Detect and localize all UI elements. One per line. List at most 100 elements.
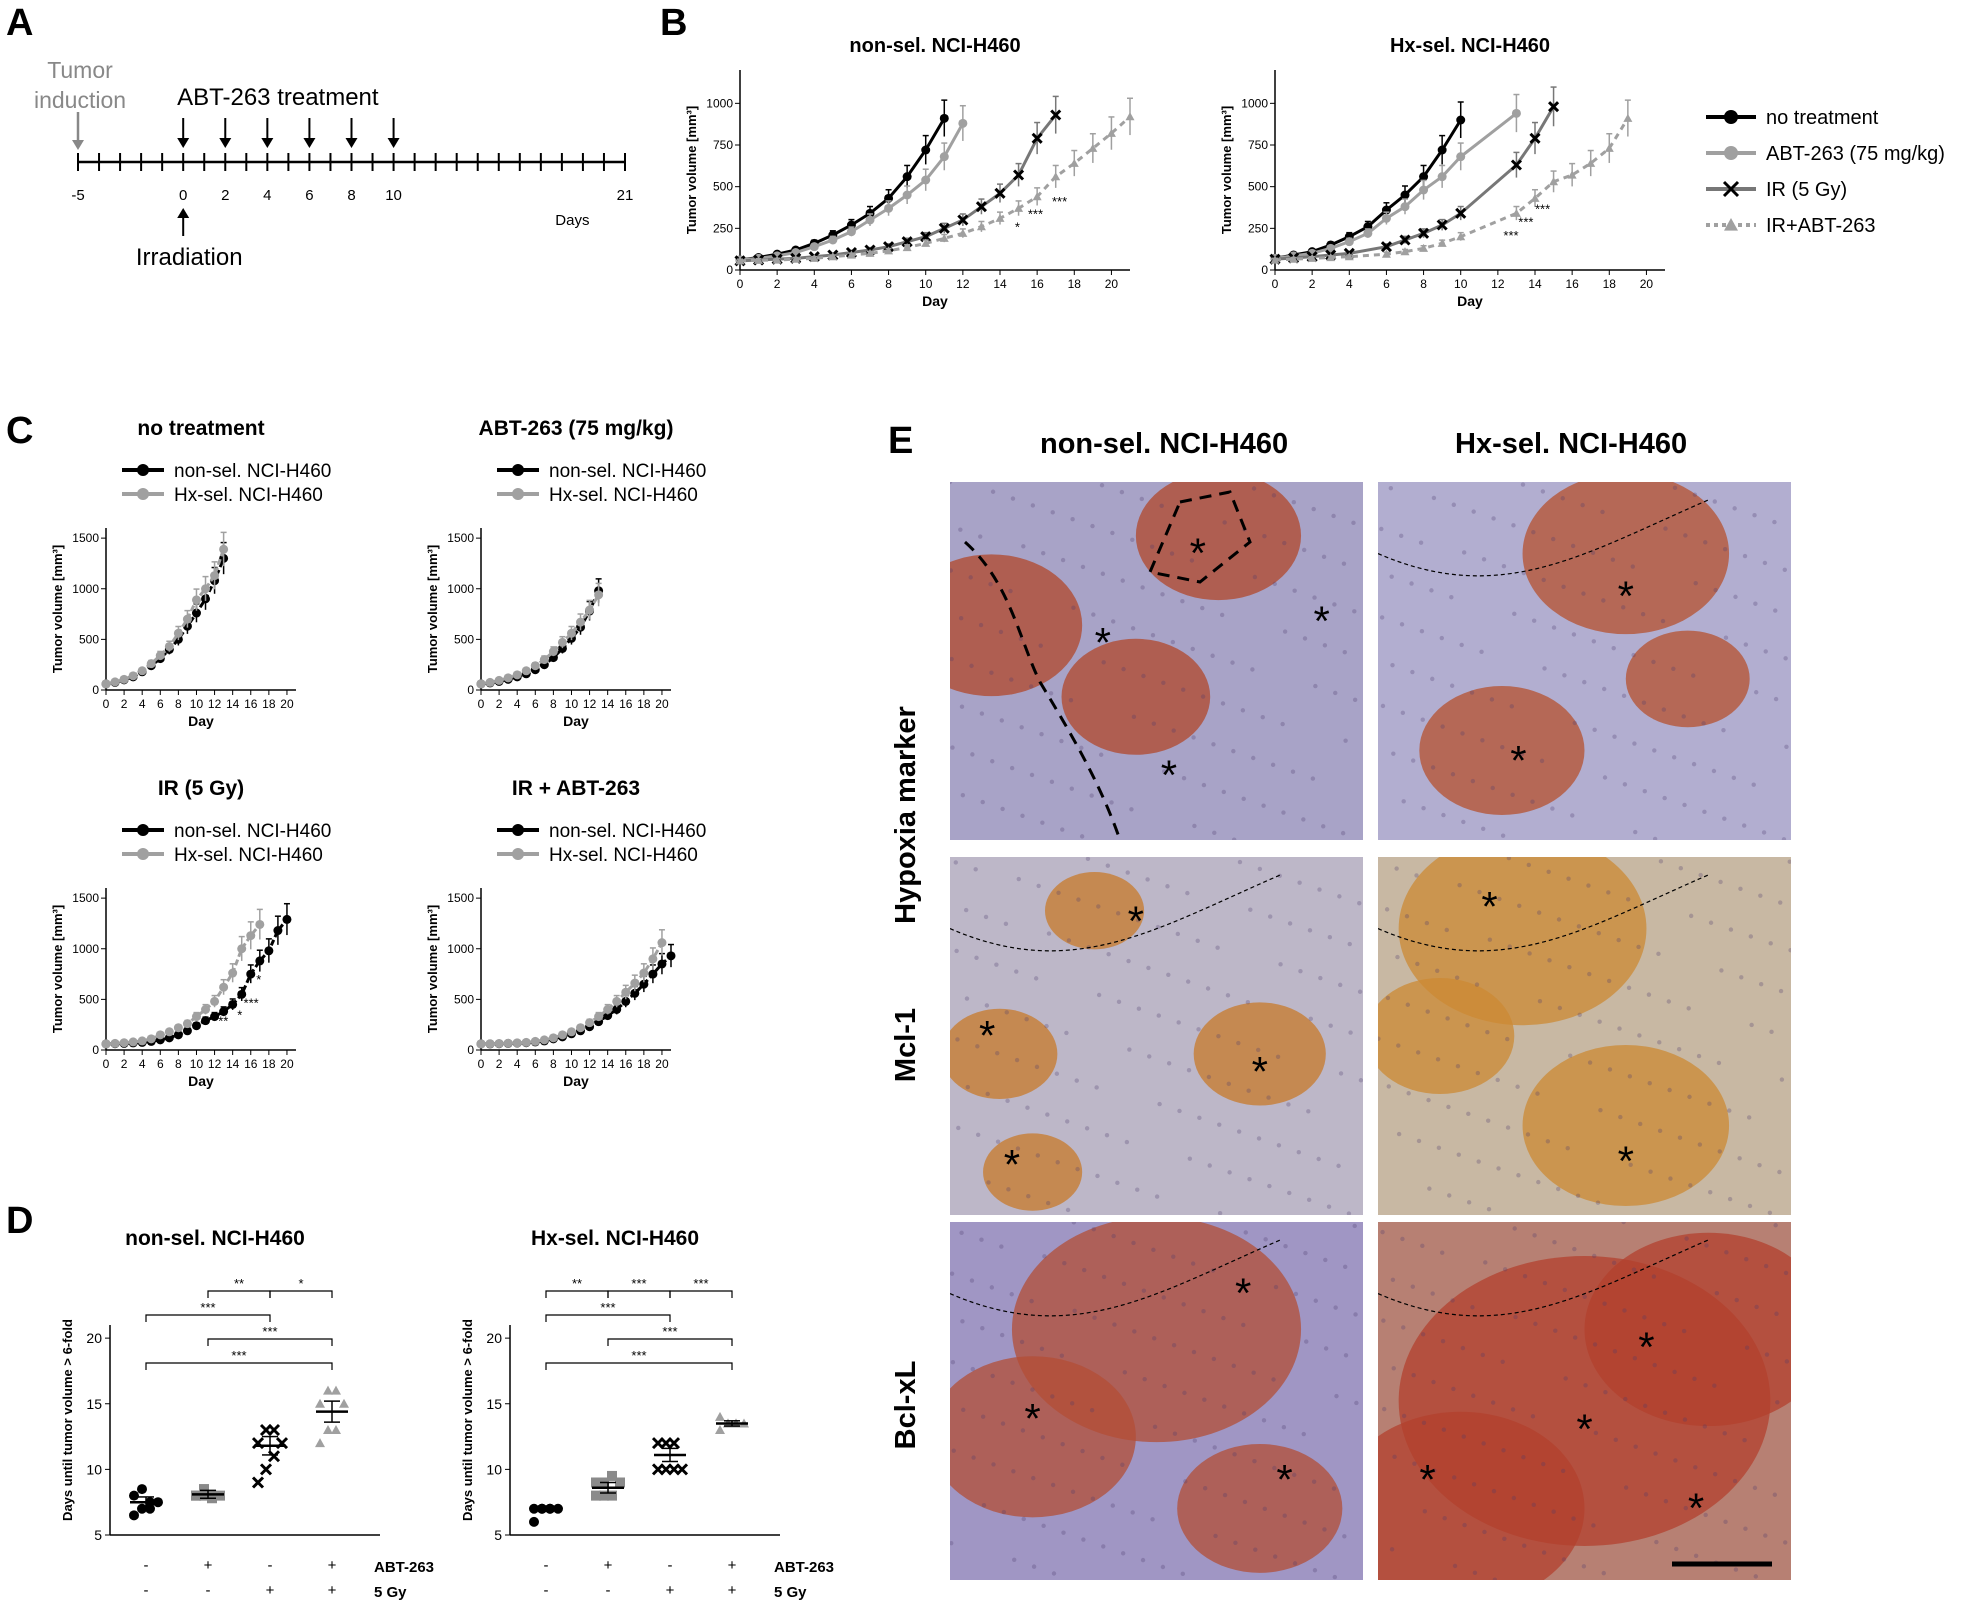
cell-nucleus (1587, 1060, 1593, 1065)
data-point (715, 1411, 725, 1421)
cell-nucleus (1571, 1516, 1576, 1521)
cell-nucleus (1388, 485, 1394, 491)
cell-nucleus (1623, 1485, 1629, 1490)
cell-nucleus (1411, 758, 1416, 763)
y-tick-label: 1000 (72, 582, 99, 596)
cell-nucleus (1450, 772, 1456, 777)
cell-nucleus (1200, 605, 1205, 611)
data-point (485, 1039, 495, 1049)
data-point (182, 1019, 192, 1029)
cell-nucleus (1014, 1057, 1020, 1063)
data-point (621, 996, 631, 1006)
cell-nucleus (1784, 1359, 1790, 1364)
data-point (657, 959, 667, 969)
cell-nucleus (1562, 1287, 1568, 1293)
cell-nucleus (1496, 1166, 1501, 1171)
cell-nucleus (1753, 601, 1758, 606)
cell-nucleus (1267, 1183, 1272, 1189)
data-point (331, 1385, 341, 1395)
asterisk-marker: * (1576, 1406, 1592, 1453)
data-point (975, 201, 987, 213)
stained-region (1378, 978, 1515, 1094)
micrograph-tile: ** (1378, 857, 1791, 1215)
cell-nucleus (1008, 588, 1013, 594)
data-point (1623, 113, 1633, 122)
significance-bracket (545, 1290, 609, 1298)
cell-nucleus (1089, 793, 1094, 798)
x-tick-label: 12 (208, 1057, 222, 1071)
cell-nucleus (1617, 1026, 1622, 1031)
cell-nucleus (1116, 999, 1122, 1005)
cell-nucleus (1018, 636, 1024, 641)
chart-title: Hx-sel. NCI-H460 (1390, 35, 1550, 57)
x-axis-label: Day (563, 713, 589, 729)
data-point (119, 674, 129, 684)
data-point (529, 1516, 539, 1527)
cell-nucleus (1160, 592, 1165, 597)
timeline-tick-label: 4 (263, 187, 271, 204)
cell-nucleus (1500, 744, 1505, 750)
data-point (530, 661, 540, 671)
cell-nucleus (1304, 1339, 1309, 1344)
significance-label: *** (200, 1300, 215, 1315)
cell-nucleus (1386, 1084, 1391, 1089)
y-tick-label: 0 (726, 263, 733, 277)
treatment-arrowhead (219, 138, 232, 148)
cell-nucleus (1060, 557, 1066, 563)
y-tick-label: 250 (713, 221, 733, 235)
cell-nucleus (1723, 1519, 1728, 1525)
data-point (1326, 243, 1336, 253)
cell-nucleus (1747, 1203, 1753, 1209)
data-point (210, 1012, 220, 1022)
cell-nucleus (1560, 496, 1565, 501)
cell-nucleus (1396, 1043, 1401, 1048)
cell-nucleus (1471, 509, 1476, 514)
cell-nucleus (1255, 1047, 1261, 1053)
cell-nucleus (1241, 1411, 1247, 1416)
cell-nucleus (1782, 567, 1787, 572)
significance-label: ** (218, 1014, 228, 1029)
cell-nucleus (1454, 975, 1460, 980)
cell-nucleus (1068, 697, 1074, 703)
cell-nucleus (1666, 999, 1671, 1004)
data-point (267, 1423, 281, 1437)
cell-nucleus (1707, 1101, 1712, 1106)
cell-nucleus (1162, 1383, 1167, 1389)
data-point (791, 254, 801, 263)
cell-nucleus (1385, 995, 1391, 1001)
cell-nucleus (1754, 1304, 1759, 1310)
stained-region (1522, 482, 1730, 635)
cell-nucleus (1510, 1407, 1516, 1412)
cell-nucleus (1049, 779, 1055, 785)
cell-nucleus (1056, 890, 1061, 895)
data-point (146, 659, 156, 669)
treatment-arrowhead (177, 138, 190, 148)
cell-nucleus (1708, 920, 1714, 925)
cell-nucleus (1662, 1322, 1667, 1327)
x-axis-label: Day (188, 1073, 214, 1089)
cell-nucleus (1120, 1462, 1125, 1467)
cell-nucleus (1030, 503, 1036, 508)
cell-nucleus (1306, 1109, 1311, 1114)
cell-nucleus (1753, 1574, 1758, 1579)
chart-title: Hx-sel. NCI-H460 (531, 1227, 699, 1250)
x-tick-label: 16 (619, 1057, 633, 1071)
cell-nucleus (1384, 907, 1390, 912)
cell-nucleus (1096, 904, 1101, 909)
cell-nucleus (1447, 1193, 1452, 1198)
data-point (1419, 185, 1429, 195)
cell-nucleus (1507, 944, 1512, 949)
data-point (621, 987, 631, 997)
data-point (246, 931, 256, 941)
cell-nucleus (1667, 1087, 1672, 1093)
data-point (1529, 132, 1541, 144)
y-tick-label: 1000 (447, 942, 474, 956)
cell-nucleus (1492, 1577, 1498, 1580)
cell-nucleus (1673, 1458, 1678, 1463)
cell-nucleus (1287, 921, 1293, 926)
data-point (865, 215, 875, 225)
significance-bracket (669, 1290, 733, 1298)
cell-nucleus (1410, 1284, 1415, 1289)
